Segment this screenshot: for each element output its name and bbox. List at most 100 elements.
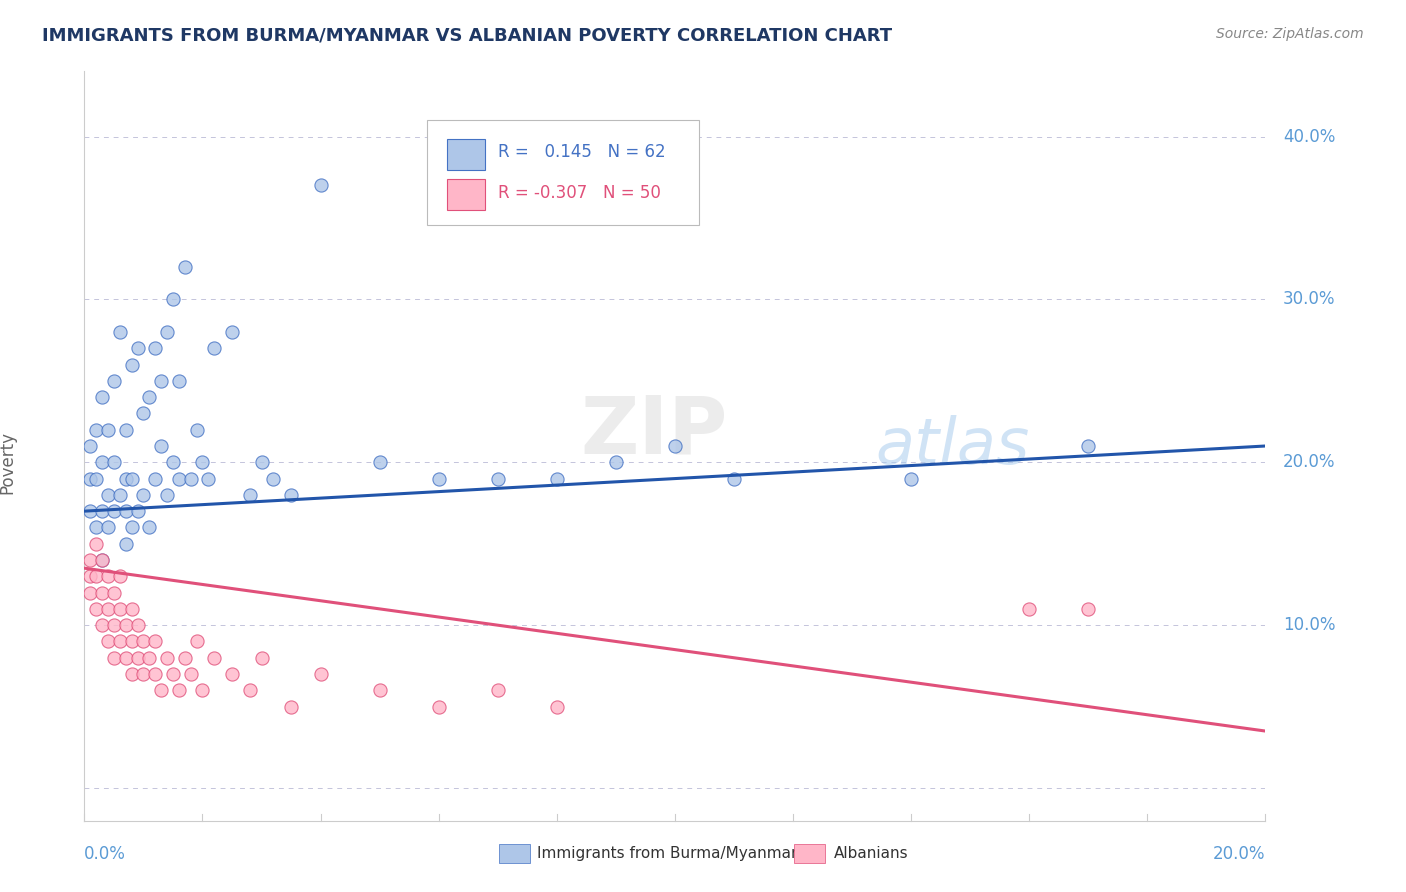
Point bbox=[91, 390, 114, 404]
Text: 20.0%: 20.0% bbox=[1213, 845, 1265, 863]
Point bbox=[202, 341, 225, 355]
Point bbox=[79, 439, 101, 453]
Text: 10.0%: 10.0% bbox=[1284, 616, 1336, 634]
Point bbox=[180, 667, 202, 681]
Point bbox=[309, 178, 332, 193]
Point bbox=[167, 374, 190, 388]
Text: 0.0%: 0.0% bbox=[84, 845, 127, 863]
Point bbox=[114, 423, 136, 437]
Point bbox=[173, 650, 195, 665]
Text: IMMIGRANTS FROM BURMA/MYANMAR VS ALBANIAN POVERTY CORRELATION CHART: IMMIGRANTS FROM BURMA/MYANMAR VS ALBANIA… bbox=[42, 27, 893, 45]
Point bbox=[114, 504, 136, 518]
Text: Source: ZipAtlas.com: Source: ZipAtlas.com bbox=[1216, 27, 1364, 41]
Point bbox=[162, 293, 184, 307]
Point bbox=[91, 455, 114, 469]
Text: ZIP: ZIP bbox=[581, 392, 728, 470]
Point bbox=[368, 455, 391, 469]
Point bbox=[156, 650, 179, 665]
Point bbox=[605, 455, 627, 469]
Point bbox=[143, 634, 166, 648]
Text: atlas: atlas bbox=[876, 415, 1031, 477]
Text: 20.0%: 20.0% bbox=[1284, 453, 1336, 471]
Point bbox=[114, 650, 136, 665]
Point bbox=[427, 472, 450, 486]
Point bbox=[723, 472, 745, 486]
Point bbox=[79, 585, 101, 599]
Point bbox=[91, 553, 114, 567]
Point bbox=[91, 553, 114, 567]
Point bbox=[1018, 602, 1040, 616]
Point bbox=[262, 472, 284, 486]
Point bbox=[486, 683, 509, 698]
Point bbox=[162, 455, 184, 469]
Point bbox=[108, 634, 131, 648]
Point bbox=[368, 683, 391, 698]
Point bbox=[97, 488, 120, 502]
Text: R = -0.307   N = 50: R = -0.307 N = 50 bbox=[498, 184, 661, 202]
Point bbox=[143, 341, 166, 355]
Point bbox=[84, 423, 107, 437]
Bar bbox=[447, 139, 485, 170]
Point bbox=[97, 634, 120, 648]
Point bbox=[108, 325, 131, 339]
Point bbox=[121, 520, 143, 534]
Point bbox=[132, 488, 155, 502]
Point bbox=[309, 667, 332, 681]
Point bbox=[79, 504, 101, 518]
Point bbox=[91, 504, 114, 518]
Point bbox=[97, 569, 120, 583]
Point bbox=[79, 569, 101, 583]
Point bbox=[486, 472, 509, 486]
Point bbox=[150, 683, 173, 698]
Point bbox=[121, 667, 143, 681]
Point bbox=[121, 602, 143, 616]
Point bbox=[250, 650, 273, 665]
Text: 30.0%: 30.0% bbox=[1284, 291, 1336, 309]
Point bbox=[167, 683, 190, 698]
Point bbox=[103, 504, 125, 518]
Point bbox=[132, 667, 155, 681]
Point bbox=[280, 488, 302, 502]
Point bbox=[108, 488, 131, 502]
Point bbox=[84, 537, 107, 551]
Point bbox=[132, 406, 155, 420]
Point bbox=[108, 569, 131, 583]
Point bbox=[97, 520, 120, 534]
FancyBboxPatch shape bbox=[427, 120, 699, 225]
Point bbox=[427, 699, 450, 714]
Point bbox=[900, 472, 922, 486]
Point bbox=[221, 667, 243, 681]
Point bbox=[127, 650, 149, 665]
Point bbox=[97, 602, 120, 616]
Text: R =   0.145   N = 62: R = 0.145 N = 62 bbox=[498, 144, 665, 161]
Text: Albanians: Albanians bbox=[834, 847, 908, 861]
Point bbox=[138, 650, 160, 665]
Point bbox=[143, 667, 166, 681]
Point bbox=[121, 634, 143, 648]
Point bbox=[191, 683, 214, 698]
Point bbox=[150, 374, 173, 388]
Point bbox=[221, 325, 243, 339]
Point bbox=[84, 472, 107, 486]
Point bbox=[138, 520, 160, 534]
Point bbox=[84, 520, 107, 534]
Point bbox=[121, 472, 143, 486]
Point bbox=[250, 455, 273, 469]
Point bbox=[150, 439, 173, 453]
Point bbox=[91, 585, 114, 599]
Point bbox=[127, 618, 149, 632]
Point bbox=[103, 650, 125, 665]
Point bbox=[197, 472, 219, 486]
Point bbox=[546, 699, 568, 714]
Point bbox=[162, 667, 184, 681]
Point bbox=[138, 390, 160, 404]
Point bbox=[180, 472, 202, 486]
Point bbox=[103, 455, 125, 469]
Point bbox=[121, 358, 143, 372]
Point bbox=[91, 618, 114, 632]
Point bbox=[1077, 439, 1099, 453]
Point bbox=[97, 423, 120, 437]
Point bbox=[84, 602, 107, 616]
Point bbox=[79, 553, 101, 567]
Point bbox=[114, 537, 136, 551]
